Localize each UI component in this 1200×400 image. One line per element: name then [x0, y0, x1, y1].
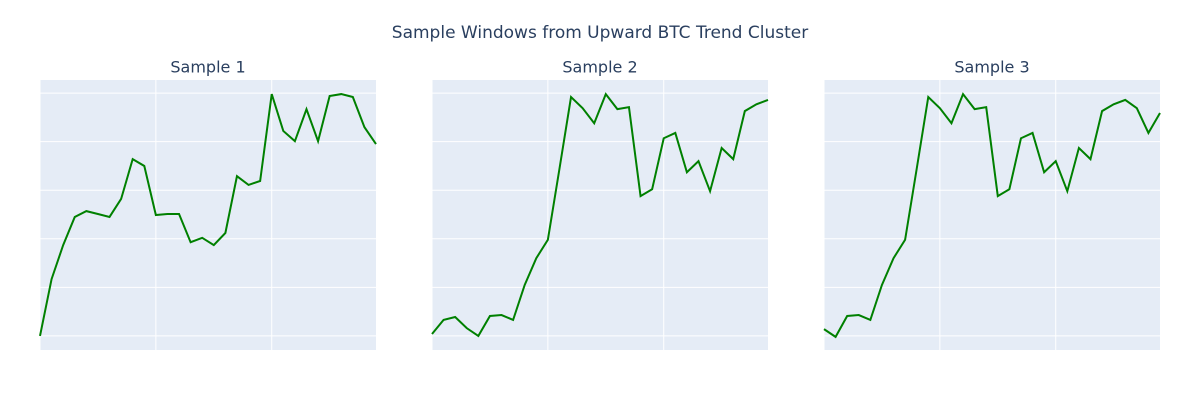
subplot-title: Sample 1: [170, 58, 245, 77]
subplot-title: Sample 2: [562, 58, 637, 77]
plot-background: [432, 80, 768, 350]
plot-background: [824, 80, 1160, 350]
data-line: [431, 92, 769, 338]
data-line: [823, 92, 1161, 339]
chart-title: Sample Windows from Upward BTC Trend Clu…: [392, 23, 808, 43]
data-line: [39, 93, 377, 337]
plot-background: [40, 80, 376, 350]
subplot-title: Sample 3: [954, 58, 1029, 77]
